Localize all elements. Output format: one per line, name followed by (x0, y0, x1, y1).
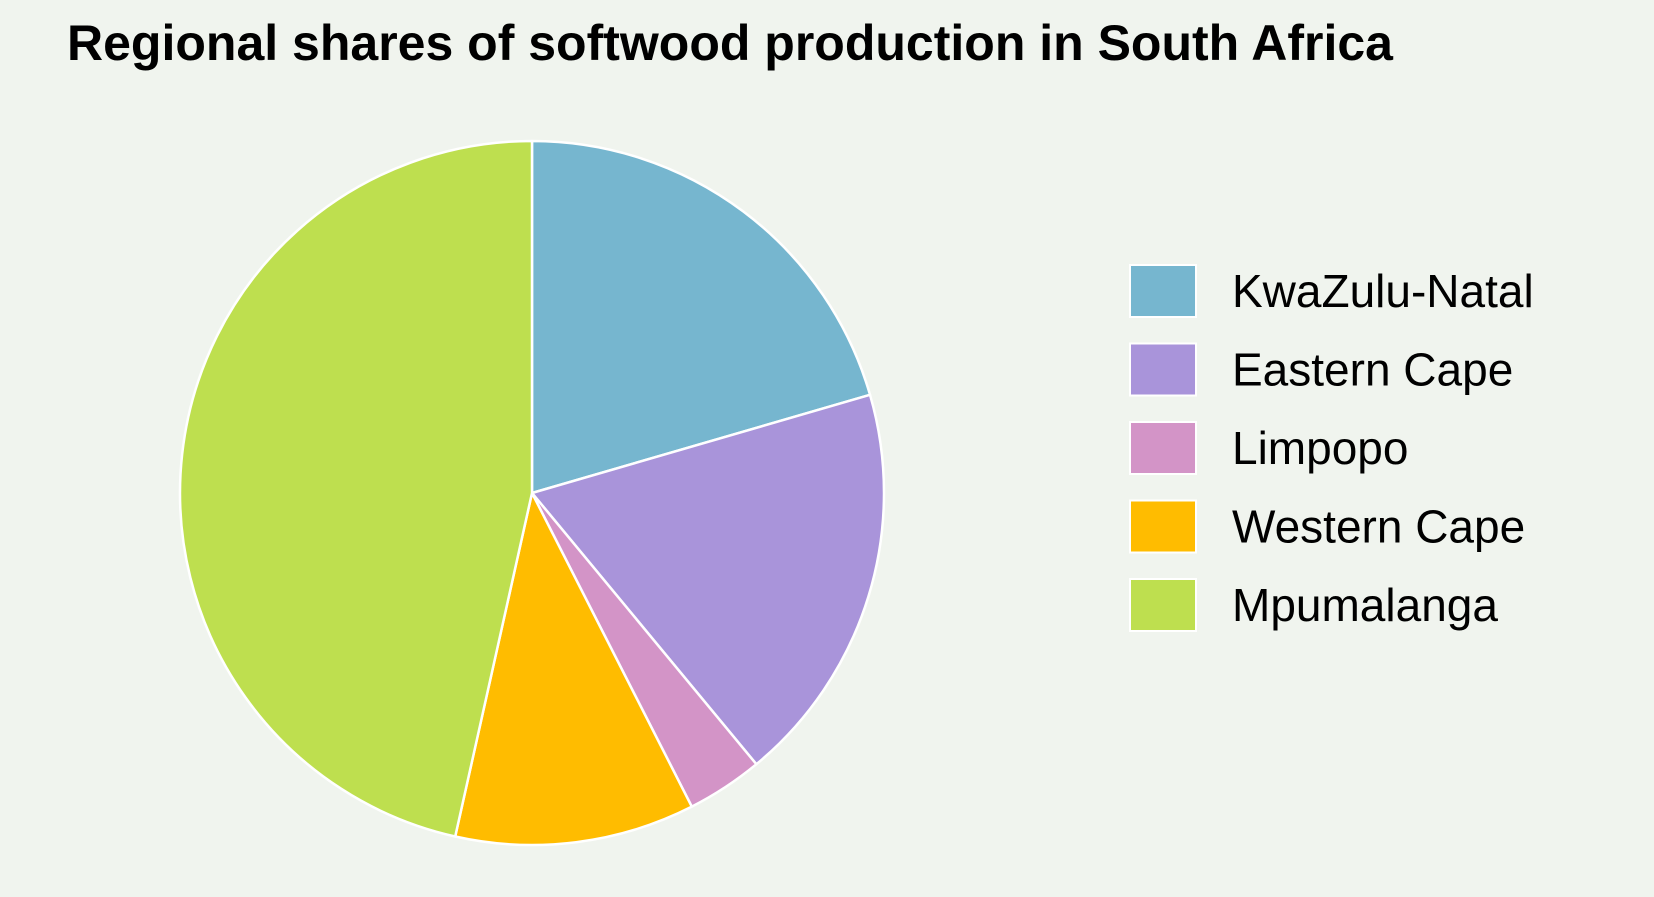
legend-swatch-eastern-cape (1129, 342, 1197, 397)
legend-label-western-cape: Western Cape (1232, 501, 1525, 553)
legend-label-eastern-cape: Eastern Cape (1232, 344, 1513, 396)
legend-swatch-mpumalanga (1129, 578, 1197, 632)
legend: KwaZulu-Natal Eastern Cape Limpopo Western … (1129, 264, 1534, 632)
legend-swatch-limpopo (1129, 421, 1197, 475)
legend-swatch-kwazulu-natal (1129, 264, 1197, 318)
legend-label-limpopo: Limpopo (1232, 422, 1408, 474)
legend-label-mpumalanga: Mpumalanga (1232, 579, 1498, 631)
legend-label-kwazulu-natal: KwaZulu-Natal (1232, 265, 1534, 317)
chart-title: Regional shares of softwood production i… (67, 15, 1393, 71)
pie-slice-eastern-cape (530, 393, 886, 766)
pie-slice-mpumalanga (178, 139, 534, 838)
legend-swatch-western-cape (1129, 499, 1197, 554)
pie-slice-western-cape (453, 491, 694, 847)
pie-slices (178, 139, 886, 847)
pie-slice-kwazulu-natal (530, 139, 872, 495)
